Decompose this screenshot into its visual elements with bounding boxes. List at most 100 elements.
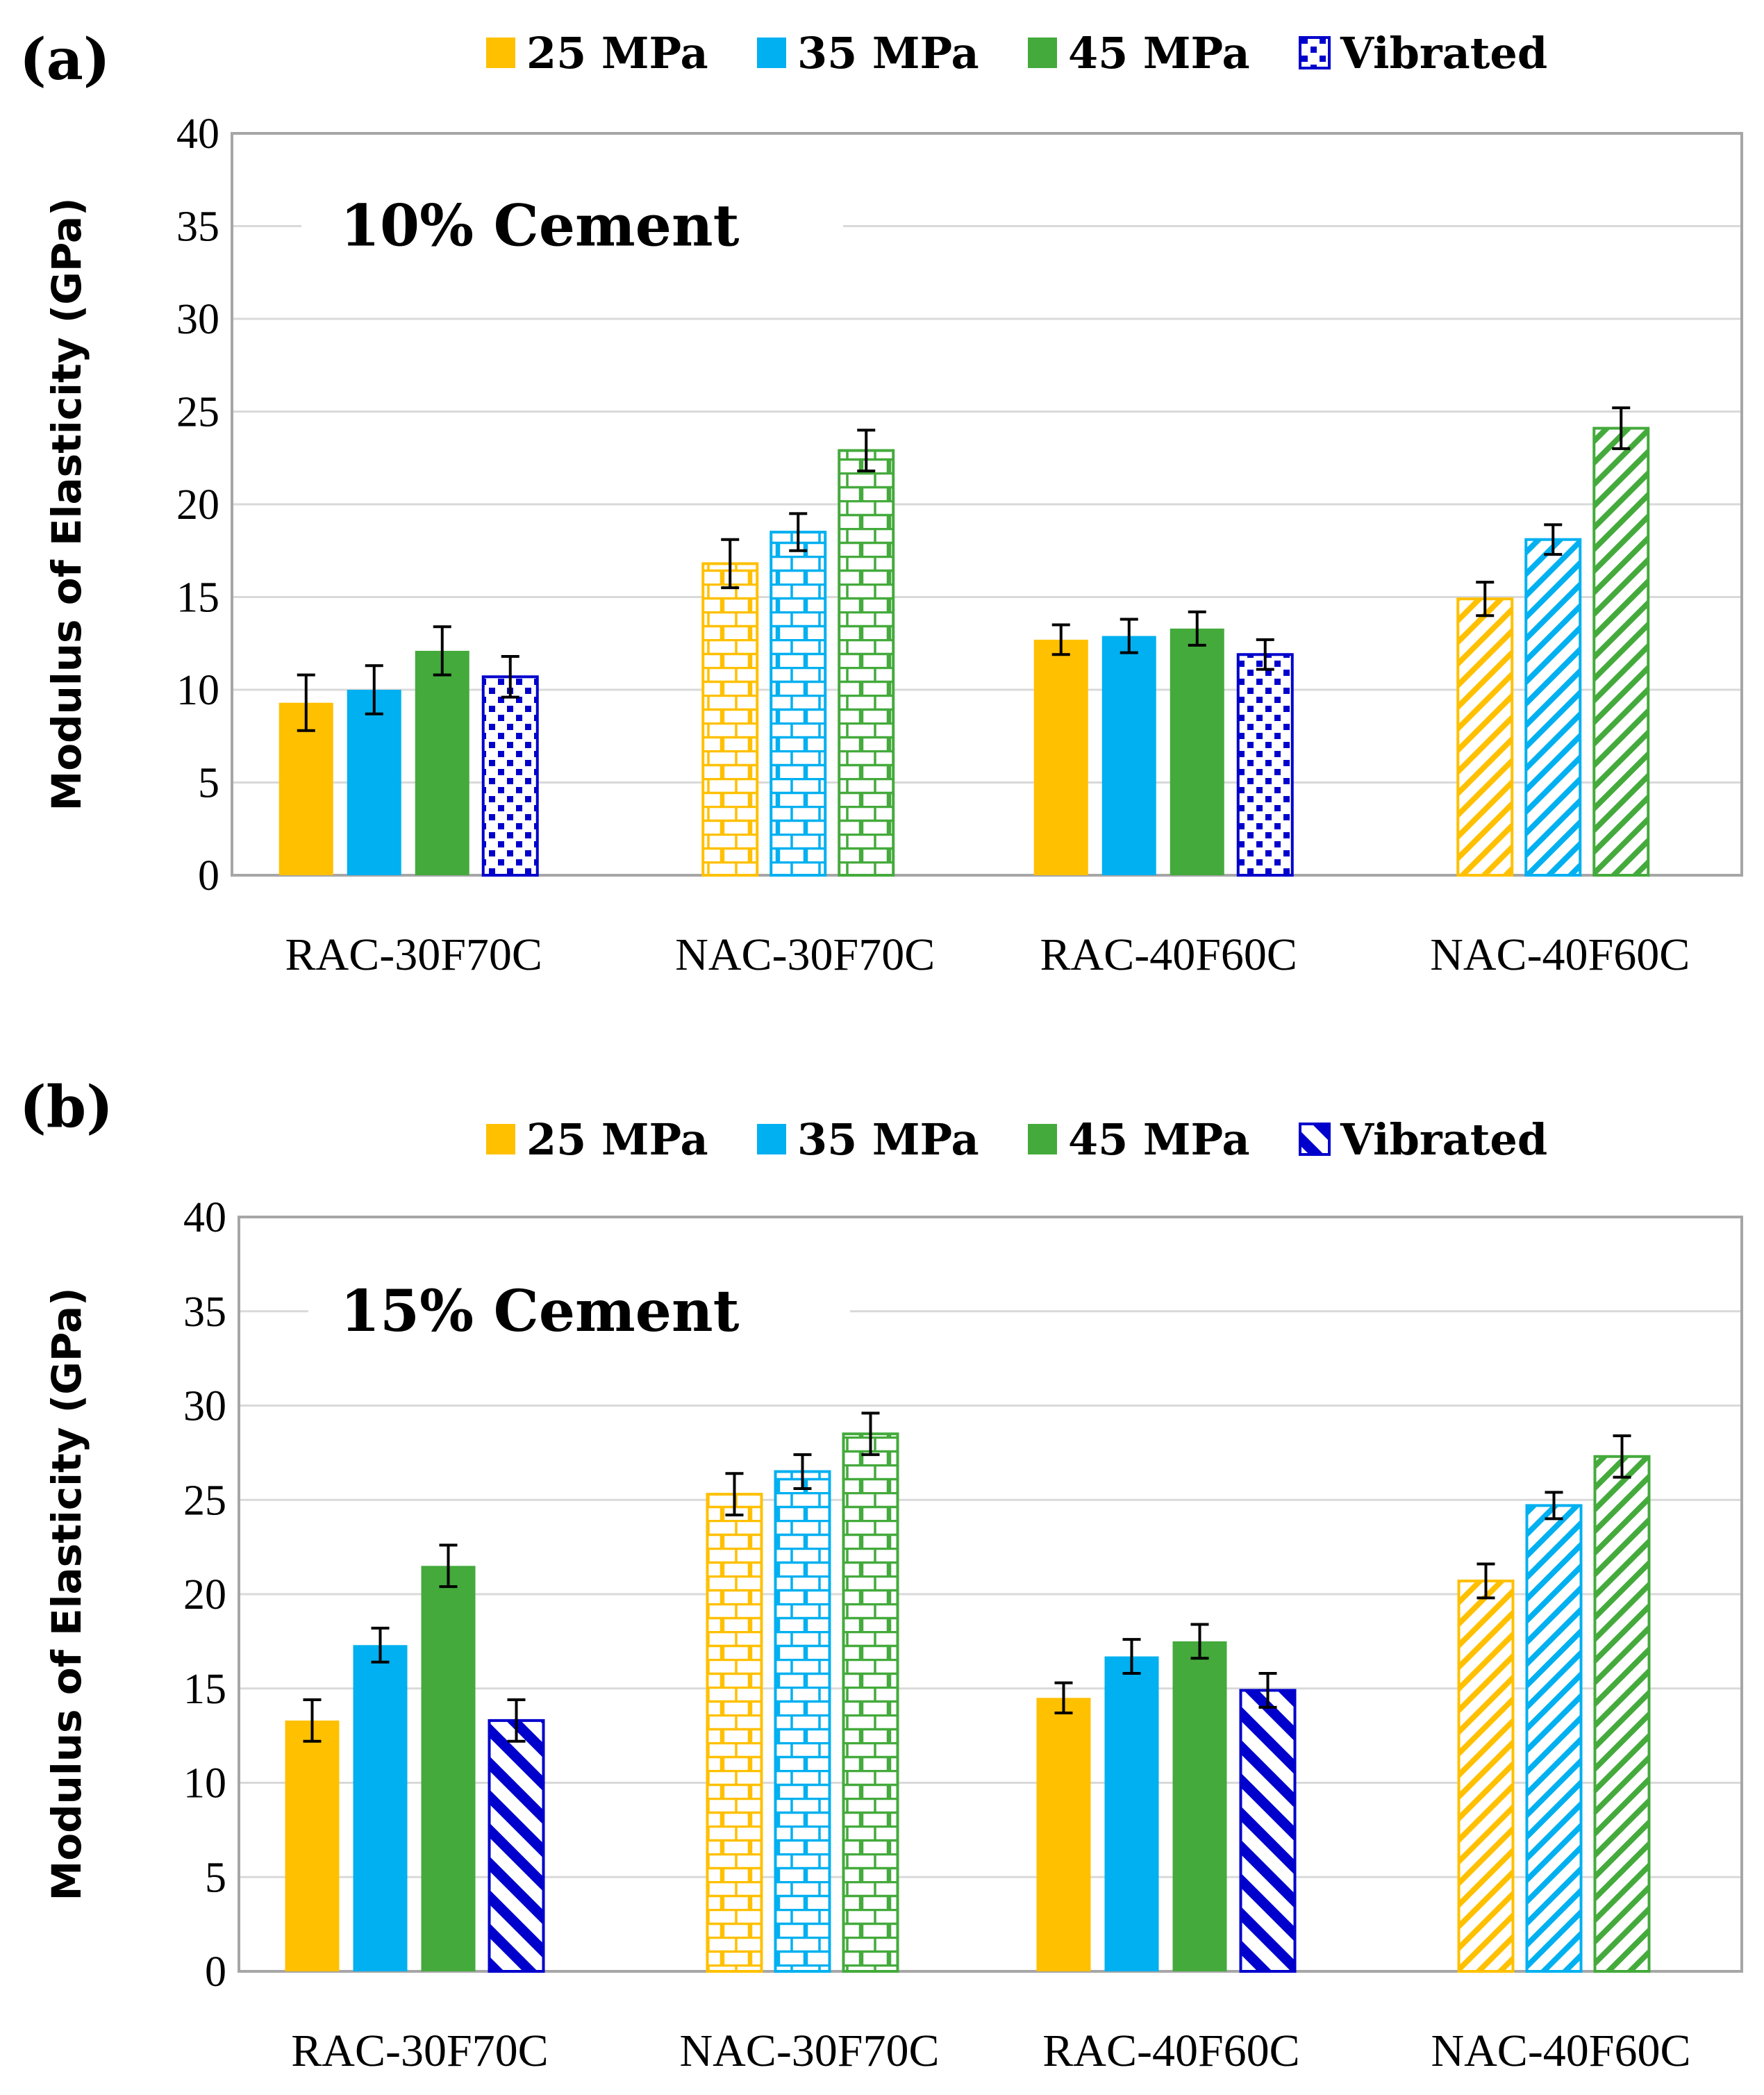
y-tick-label: 0 (205, 1948, 226, 1996)
y-tick-label: 30 (176, 296, 219, 343)
y-tick-label: 15 (183, 1666, 226, 1713)
legend-swatch-25-mpa (486, 38, 515, 68)
error-bar (1120, 618, 1138, 654)
legend-label: 45 MPa (1068, 1114, 1250, 1165)
error-bar (1188, 610, 1206, 647)
bar-nac-30f70c-45-mpa (842, 1432, 899, 1973)
cement-annotation: 10% Cement (340, 193, 740, 260)
x-category-label: RAC-40F60C (1042, 2026, 1299, 2076)
legend-swatch-35-mpa (757, 1124, 786, 1154)
x-category-label: NAC-40F60C (1430, 929, 1690, 980)
bar-rac-30f70c-25-mpa (285, 1720, 340, 1971)
bar-rac-30f70c-35-mpa (353, 1645, 408, 1971)
x-category-label: NAC-30F70C (679, 2026, 939, 2076)
legend: 25 MPa 35 MPa 45 MPa Vibrated (486, 28, 1547, 78)
error-bar (507, 1698, 526, 1743)
error-bar (1613, 1434, 1631, 1479)
bar-nac-30f70c-35-mpa (774, 1470, 831, 1973)
x-category-label: NAC-30F70C (675, 929, 935, 980)
y-axis-label: Modulus of Elasticity (GPa) (43, 1288, 90, 1901)
bar-rac-40f60c-vibrated (1239, 1689, 1297, 1973)
y-tick-label: 5 (205, 1854, 226, 1901)
y-tick-label: 35 (176, 204, 219, 251)
y-tick-label: 35 (183, 1289, 226, 1336)
error-bar (1051, 623, 1070, 656)
error-bar (1612, 406, 1631, 450)
error-bar (433, 625, 451, 677)
error-bar (793, 1453, 812, 1490)
chart-svg-b: 0 5 10 15 20 25 30 35 40 Modulus of Elasticity (G… (43, 1114, 1743, 2076)
error-bar (789, 512, 808, 552)
y-tick-label: 0 (198, 852, 219, 900)
x-category-label: RAC-30F70C (291, 2026, 548, 2076)
bar-nac-40f60c-45-mpa (1593, 1455, 1651, 1973)
y-tick-label: 10 (183, 1760, 226, 1807)
legend-swatch-45-mpa (1028, 38, 1057, 68)
bar-rac-30f70c-vibrated (481, 675, 539, 877)
bar-rac-40f60c-vibrated (1236, 653, 1294, 877)
legend-swatch-vibrated (1299, 1123, 1331, 1156)
y-tick-label: 10 (176, 667, 219, 714)
bar-rac-30f70c-35-mpa (347, 690, 401, 875)
y-tick-label: 40 (176, 110, 219, 158)
error-bar (721, 538, 740, 590)
bar-nac-40f60c-45-mpa (1592, 427, 1650, 877)
bar-nac-30f70c-25-mpa (706, 1493, 763, 1973)
cement-annotation: 15% Cement (340, 1278, 740, 1345)
error-bar (861, 1411, 880, 1457)
bar-nac-40f60c-35-mpa (1525, 1504, 1583, 1973)
bar-nac-40f60c-35-mpa (1524, 538, 1582, 877)
error-bar (1122, 1638, 1141, 1675)
plot-area-frame (231, 132, 1743, 877)
legend-label: 35 MPa (797, 1114, 979, 1165)
bar-rac-40f60c-35-mpa (1101, 636, 1156, 875)
bar-rac-30f70c-45-mpa (415, 650, 469, 875)
legend-label: 45 MPa (1068, 28, 1250, 78)
error-bar (439, 1543, 458, 1589)
error-bar (365, 664, 383, 715)
bar-nac-30f70c-45-mpa (838, 449, 895, 877)
x-category-label: NAC-40F60C (1431, 2026, 1690, 2076)
panel-label: (b) (19, 1074, 113, 1141)
y-tick-label: 40 (183, 1194, 226, 1241)
chart-svg-a: 0 5 10 15 20 25 30 35 40 Modulus of Elasticity (G… (43, 28, 1743, 980)
bar-rac-40f60c-35-mpa (1104, 1656, 1159, 1971)
error-bar (297, 673, 315, 732)
y-tick-label: 20 (176, 481, 219, 529)
error-bar (1190, 1623, 1209, 1660)
y-tick-label: 20 (183, 1571, 226, 1618)
y-tick-label: 30 (183, 1383, 226, 1430)
error-bar (371, 1626, 390, 1664)
y-tick-label: 25 (176, 389, 219, 436)
error-bar (1476, 1562, 1495, 1600)
bar-rac-40f60c-45-mpa (1172, 1641, 1227, 1971)
error-bar (303, 1698, 322, 1743)
legend-swatch-45-mpa (1028, 1124, 1057, 1154)
y-tick-label: 15 (176, 574, 219, 622)
legend-label: Vibrated (1340, 1114, 1547, 1165)
bar-nac-30f70c-35-mpa (769, 531, 827, 877)
error-bar (725, 1472, 744, 1516)
error-bar (857, 429, 876, 472)
y-tick-label: 5 (198, 760, 219, 807)
bar-rac-30f70c-vibrated (488, 1719, 545, 1973)
legend-swatch-35-mpa (757, 38, 786, 68)
error-bar (1054, 1681, 1073, 1715)
x-category-label: RAC-40F60C (1040, 929, 1297, 980)
bar-rac-40f60c-25-mpa (1036, 1698, 1091, 1971)
x-category-label: RAC-30F70C (285, 929, 542, 980)
y-tick-label: 25 (183, 1477, 226, 1524)
bar-rac-40f60c-45-mpa (1170, 628, 1224, 875)
chart-panel-b: (b) 0 5 10 15 20 25 30 35 40 Modulus of Elasticit… (0, 1048, 1764, 2095)
error-bar (1256, 638, 1274, 671)
panel-label: (a) (19, 26, 110, 93)
bar-nac-40f60c-25-mpa (1456, 597, 1514, 877)
plot-area-frame (238, 1216, 1743, 1973)
legend-swatch-vibrated (1299, 36, 1331, 69)
legend-label: Vibrated (1340, 28, 1547, 78)
error-bar (501, 654, 519, 699)
bar-rac-40f60c-25-mpa (1033, 639, 1088, 875)
error-bar (1544, 523, 1563, 556)
bar-nac-40f60c-25-mpa (1457, 1579, 1515, 1973)
legend: 25 MPa 35 MPa 45 MPa Vibrated (486, 1114, 1547, 1165)
